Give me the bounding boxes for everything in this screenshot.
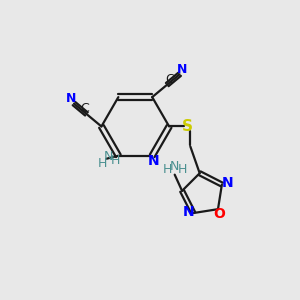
Text: H: H <box>98 157 107 169</box>
Text: N: N <box>104 150 113 163</box>
Text: H: H <box>111 154 120 167</box>
Text: H: H <box>177 163 187 176</box>
Text: N: N <box>182 205 194 219</box>
Text: C: C <box>165 73 174 86</box>
Text: O: O <box>214 207 225 220</box>
Text: S: S <box>182 119 193 134</box>
Text: H: H <box>163 163 172 176</box>
Text: N: N <box>148 154 160 168</box>
Text: N: N <box>177 62 188 76</box>
Text: N: N <box>66 92 76 105</box>
Text: N: N <box>170 160 179 173</box>
Text: N: N <box>221 176 233 190</box>
Text: C: C <box>80 102 89 115</box>
